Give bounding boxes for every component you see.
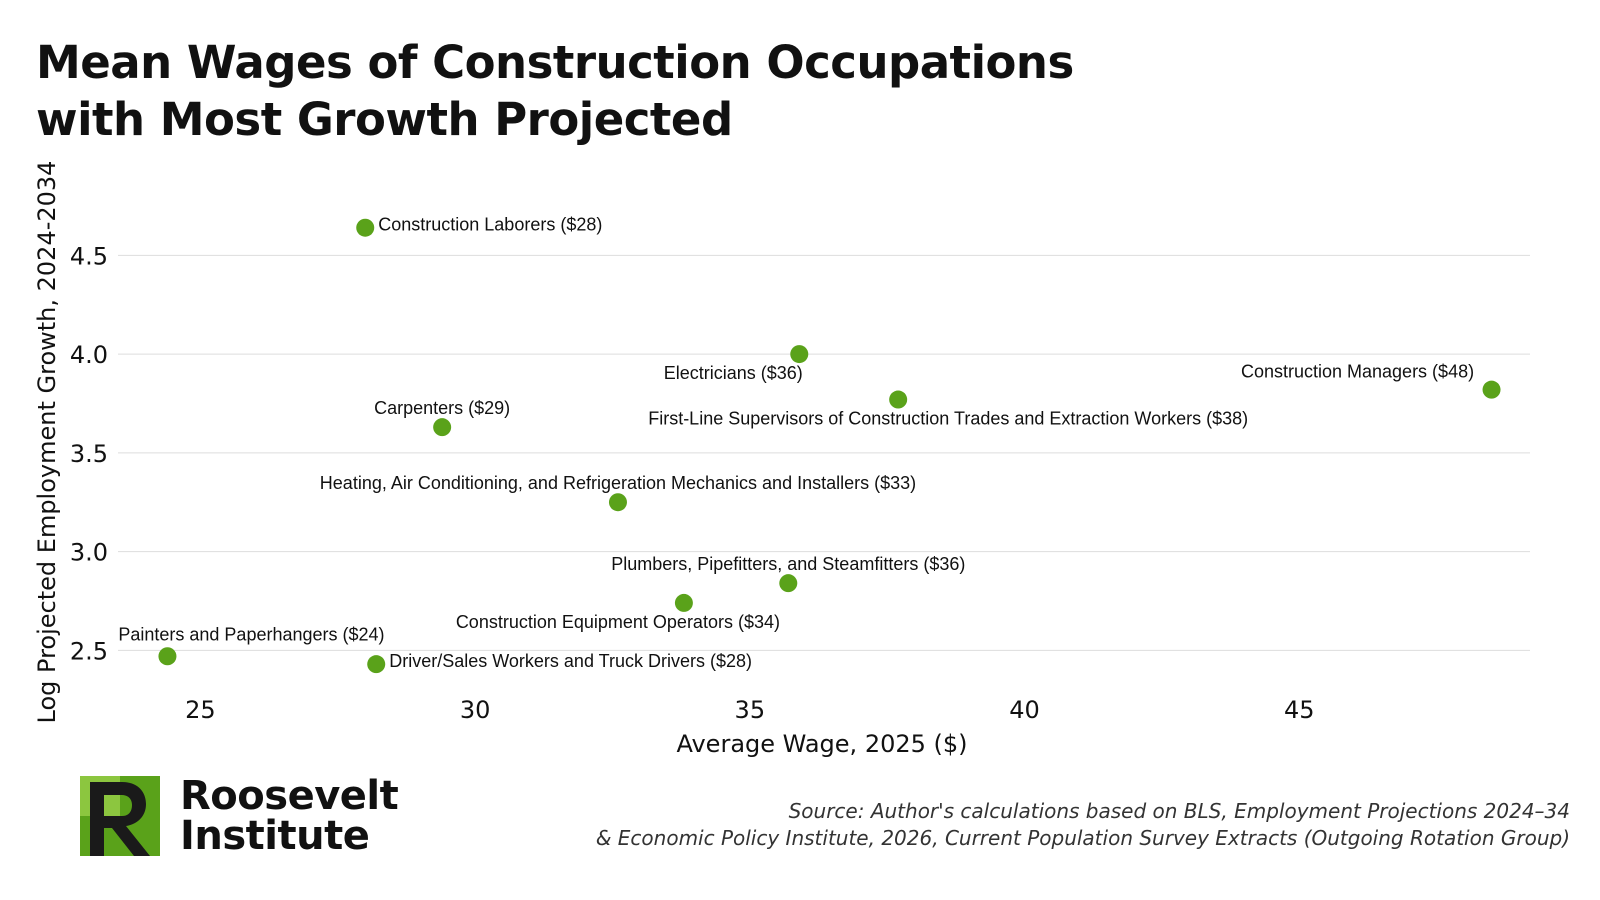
y-tick-label: 3.0 [70, 539, 108, 567]
chart-title: Mean Wages of Construction Occupations w… [36, 34, 1074, 148]
y-tick-label: 2.5 [70, 637, 108, 665]
source-line1: Source: Author's calculations based on B… [788, 799, 1570, 823]
roosevelt-r-logo-icon [80, 776, 160, 856]
data-point-label: Painters and Paperhangers ($24) [118, 624, 384, 644]
data-point-label: Driver/Sales Workers and Truck Drivers (… [389, 651, 752, 671]
data-point [608, 493, 627, 512]
data-point [356, 218, 375, 237]
logo-text-line2: Institute [180, 813, 370, 859]
x-tick-label: 45 [1284, 696, 1315, 724]
data-points [158, 218, 1501, 674]
x-tick-label: 25 [185, 696, 216, 724]
data-point [790, 345, 809, 364]
data-point-label: Heating, Air Conditioning, and Refrigera… [320, 473, 916, 493]
source-note: Source: Author's calculations based on B… [596, 798, 1570, 852]
logo-wordmark: Roosevelt Institute [180, 773, 399, 859]
data-point [158, 647, 177, 666]
data-point-label: Construction Equipment Operators ($34) [456, 612, 780, 632]
source-line2: & Economic Policy Institute, 2026, Curre… [595, 826, 1570, 850]
data-point [1482, 380, 1501, 399]
y-tick-label: 3.5 [70, 440, 108, 468]
logo-text-line1: Roosevelt [180, 773, 399, 819]
data-point-label: Construction Managers ($48) [1241, 362, 1474, 382]
data-point-label: First-Line Supervisors of Construction T… [648, 409, 1248, 429]
y-axis-title: Log Projected Employment Growth, 2024-20… [33, 161, 61, 724]
data-point-label: Electricians ($36) [664, 363, 803, 383]
data-point-label: Construction Laborers ($28) [378, 215, 602, 235]
x-axis-title: Average Wage, 2025 ($) [676, 730, 967, 758]
scatter-chart: 2.5 3.0 3.5 4.0 4.5 25 30 35 40 45 Construction … [33, 161, 1530, 758]
data-point-label: Plumbers, Pipefitters, and Steamfitters … [611, 554, 965, 574]
x-axis-ticks: 25 30 35 40 45 [185, 696, 1314, 724]
data-point [674, 593, 693, 612]
chart-title-line1: Mean Wages of Construction Occupations [36, 36, 1074, 89]
data-point-label: Carpenters ($29) [374, 398, 510, 418]
data-point [779, 574, 798, 593]
data-point-labels: Construction Laborers ($28) Electricians … [118, 215, 1474, 671]
grid-layer [118, 254, 1530, 651]
y-tick-label: 4.5 [70, 242, 108, 270]
y-tick-label: 4.0 [70, 341, 108, 369]
x-tick-label: 35 [735, 696, 766, 724]
roosevelt-institute-logo: Roosevelt Institute [80, 776, 420, 860]
data-point [889, 390, 908, 409]
data-point [433, 418, 452, 437]
chart-title-line2: with Most Growth Projected [36, 93, 733, 146]
y-axis-ticks: 2.5 3.0 3.5 4.0 4.5 [70, 242, 108, 665]
data-point [367, 655, 386, 674]
x-tick-label: 30 [460, 696, 491, 724]
x-tick-label: 40 [1009, 696, 1040, 724]
